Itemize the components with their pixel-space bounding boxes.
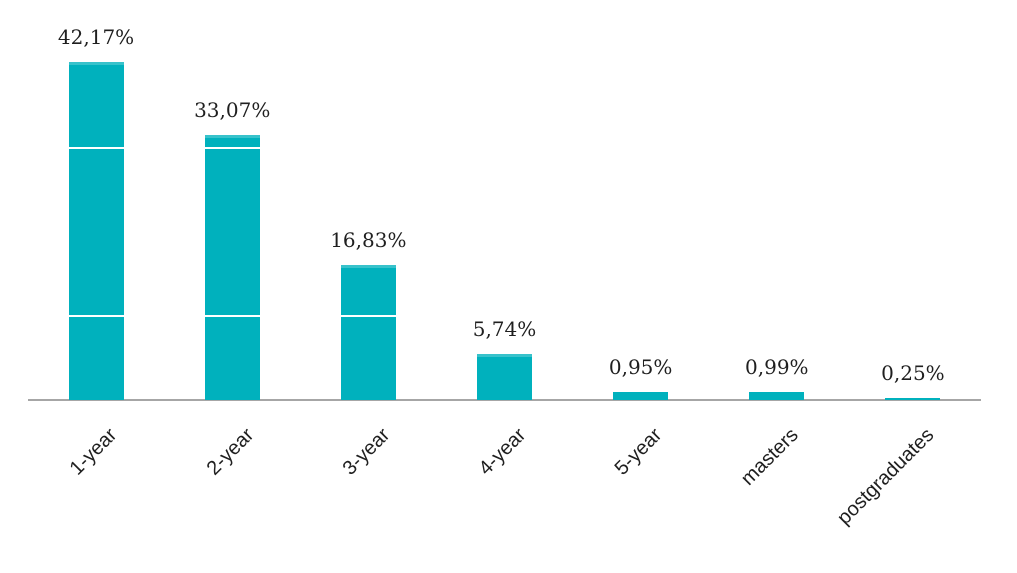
bar	[885, 398, 941, 400]
bar	[340, 265, 396, 400]
bar	[613, 392, 669, 400]
bar	[68, 62, 124, 400]
gridline-overlay	[28, 315, 981, 317]
bar-value-label: 16,83%	[330, 228, 407, 252]
x-axis-tick-label: 1-year	[65, 424, 122, 480]
bar-value-label: 0,99%	[745, 355, 809, 379]
x-axis-tick-label: 4-year	[474, 424, 531, 480]
x-axis-line	[28, 399, 981, 401]
bar-value-label: 5,74%	[472, 317, 537, 341]
x-axis-tick-label: 5-year	[610, 424, 667, 480]
bar	[749, 392, 805, 400]
bar	[477, 354, 532, 400]
bar-value-label: 0,95%	[608, 355, 673, 379]
bar	[204, 135, 260, 400]
x-axis-tick-label: postgraduates	[833, 424, 939, 530]
x-axis-tick-label: masters	[736, 424, 803, 490]
x-axis-tick-label: 2-year	[202, 424, 258, 480]
gridline-overlay	[28, 147, 981, 149]
x-axis-tick-label: 3-year	[338, 424, 394, 480]
bar-value-label: 33,07%	[194, 98, 271, 122]
bar-value-label: 42,17%	[57, 25, 135, 49]
bar-value-label: 0,25%	[881, 361, 945, 385]
